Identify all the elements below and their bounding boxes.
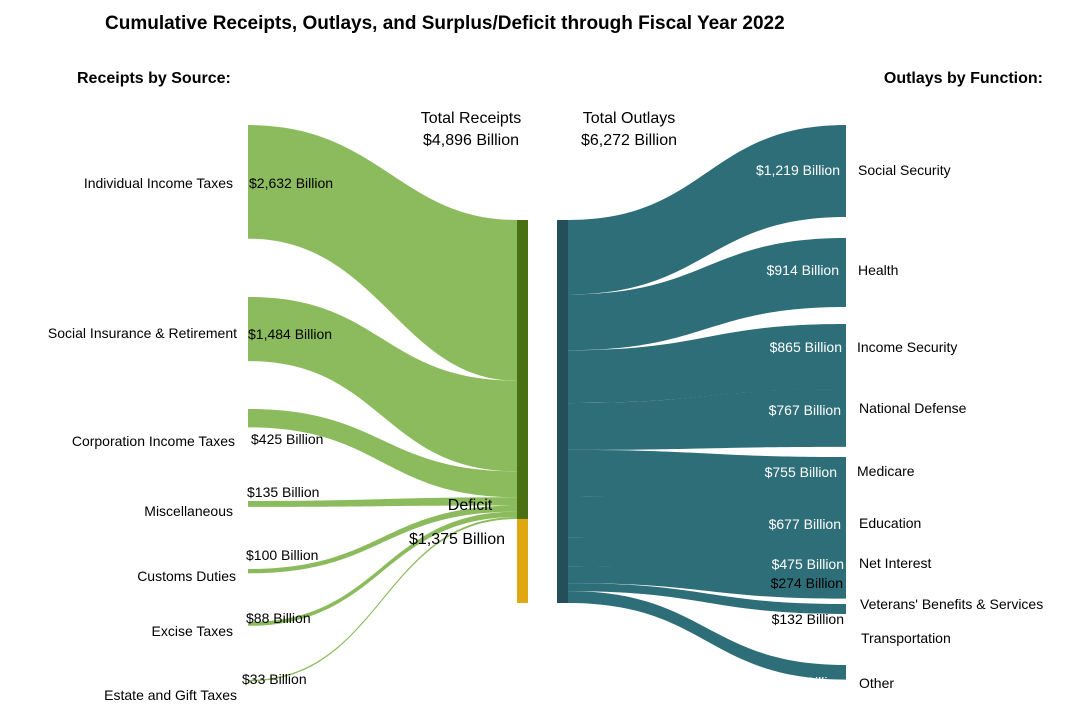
outlay-value-label: $1,219 Billion [756, 162, 840, 178]
receipt-value-label: $33 Billion [242, 671, 307, 687]
receipts-total-bar [517, 220, 528, 519]
outlay-category-label: National Defense [859, 400, 967, 416]
outlay-value-label: $865 Billion [770, 339, 842, 355]
deficit-value: $1,375 Billion [409, 531, 505, 548]
receipt-flow-excise-taxes [248, 511, 517, 626]
outlay-value-label: $132 Billion [772, 611, 844, 627]
outlay-value-label: $767 Billion [769, 402, 841, 418]
receipt-flow-customs-duties [248, 505, 517, 574]
outlay-flow-social-security [568, 125, 846, 295]
outlay-flow-health [568, 238, 846, 351]
outlay-category-label: Income Security [857, 339, 957, 355]
deficit-bar [517, 518, 528, 603]
receipt-labels: Individual Income Taxes $2,632 Billion Soc… [48, 175, 333, 703]
outlay-flow-other [568, 591, 846, 680]
outlay-flow-transportation [568, 583, 846, 614]
receipt-flow-social-insurance-retirement [248, 297, 517, 472]
total-outlays-label: Total Outlays [583, 110, 675, 127]
outlay-flow-national-defense [568, 389, 846, 450]
receipt-flow-estate-and-gift-taxes [248, 517, 517, 682]
receipt-category-label: Individual Income Taxes [84, 175, 233, 191]
outlay-flow-education [568, 496, 846, 559]
outlay-category-label: Transportation [861, 630, 951, 646]
outlays-heading: Outlays by Function: [884, 70, 1043, 87]
receipt-flow-individual-income-taxes [248, 125, 517, 381]
outlay-value-label: $193 Billion [771, 674, 843, 690]
outlay-flow-veterans-benefits-services [568, 566, 846, 599]
receipts-heading: Receipts by Source: [77, 70, 231, 87]
receipt-flows [248, 125, 517, 682]
outlay-value-label: $755 Billion [765, 464, 837, 480]
outlay-value-label: $274 Billion [771, 575, 843, 591]
outlay-category-label: Health [858, 262, 898, 278]
receipt-category-label: Corporation Income Taxes [72, 433, 235, 449]
outlay-category-label: Social Security [858, 162, 951, 178]
outlay-value-label: $677 Billion [769, 516, 841, 532]
receipt-value-label: $1,484 Billion [248, 326, 332, 342]
outlay-flows [568, 125, 846, 680]
outlay-value-label: $914 Billion [767, 262, 839, 278]
receipt-flow-miscellaneous [248, 497, 517, 507]
receipt-value-label: $135 Billion [247, 484, 319, 500]
total-receipts-label: Total Receipts [421, 110, 522, 127]
receipt-value-label: $88 Billion [246, 610, 311, 626]
receipt-category-label: Miscellaneous [144, 503, 233, 519]
outlay-flow-net-interest [568, 537, 846, 583]
receipt-value-label: $2,632 Billion [249, 175, 333, 191]
outlays-total-bar [557, 220, 568, 603]
outlay-category-label: Net Interest [859, 555, 931, 571]
outlay-value-label: $475 Billion [772, 556, 844, 572]
receipt-category-label: Excise Taxes [152, 623, 233, 639]
outlay-category-label: Medicare [857, 463, 915, 479]
receipt-category-label: Social Insurance & Retirement [48, 325, 237, 341]
outlay-flow-income-security [568, 324, 846, 404]
total-receipts-value: $4,896 Billion [423, 132, 519, 149]
outlay-labels: Social Security $1,219 Billion Health $914 … [756, 162, 1043, 691]
receipt-flow-corporation-income-taxes [248, 409, 517, 498]
outlay-flow-medicare [568, 449, 846, 515]
receipt-category-label: Estate and Gift Taxes [104, 687, 237, 703]
deficit-label: Deficit [448, 497, 493, 514]
total-outlays-value: $6,272 Billion [581, 132, 677, 149]
receipt-value-label: $425 Billion [251, 431, 323, 447]
receipt-value-label: $100 Billion [246, 547, 318, 563]
receipt-category-label: Customs Duties [137, 568, 236, 584]
chart-title: Cumulative Receipts, Outlays, and Surplu… [105, 13, 785, 34]
outlay-category-label: Education [859, 515, 921, 531]
outlay-category-label: Veterans' Benefits & Services [860, 596, 1043, 612]
outlay-category-label: Other [859, 675, 894, 691]
